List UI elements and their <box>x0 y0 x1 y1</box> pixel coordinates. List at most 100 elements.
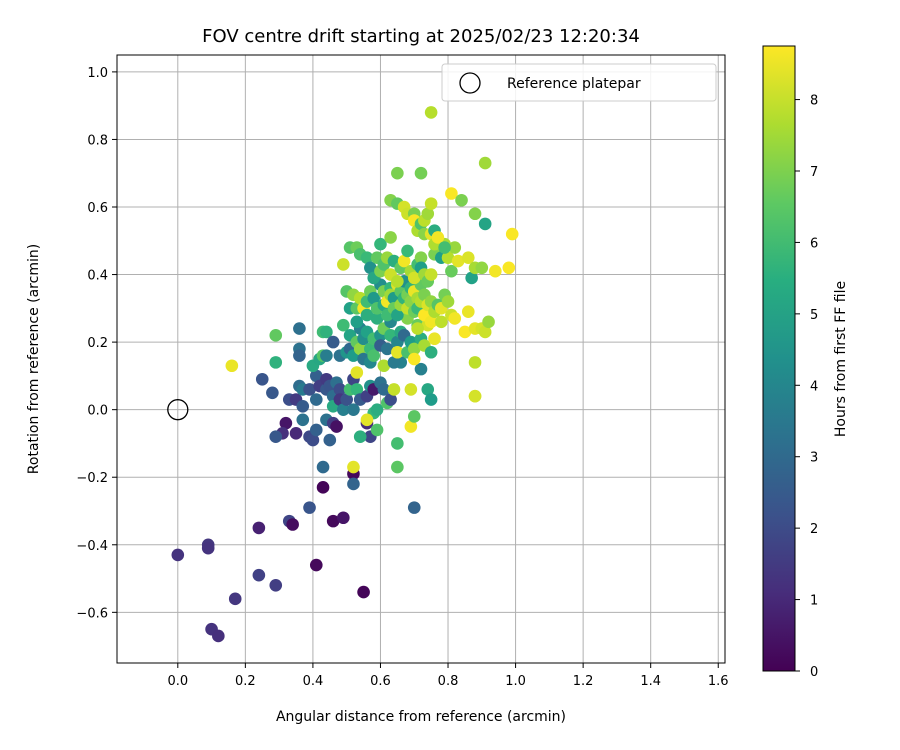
colorbar-tick-label: 2 <box>810 522 818 537</box>
data-point <box>401 244 414 258</box>
data-point <box>404 420 418 433</box>
data-point <box>350 366 364 379</box>
data-point <box>391 345 404 359</box>
legend-box <box>441 63 717 102</box>
x-axis-ticks: 0.0 0.2 0.4 0.6 0.8 1.0 1.2 1.4 1.6 <box>167 663 729 689</box>
data-point <box>353 430 367 443</box>
data-point <box>478 156 492 170</box>
colorbar-label: Hours from first FF file <box>833 281 849 437</box>
data-point <box>407 501 421 514</box>
data-point <box>391 460 404 474</box>
data-point <box>434 315 448 329</box>
data-point <box>478 217 492 231</box>
y-tick-label: −0.2 <box>76 471 108 486</box>
data-point <box>269 329 283 342</box>
data-point <box>384 393 397 406</box>
data-points <box>171 106 519 643</box>
data-point <box>330 420 343 433</box>
data-point <box>451 254 465 268</box>
data-point <box>397 254 411 268</box>
data-point <box>269 430 283 443</box>
x-tick-label: 1.4 <box>640 674 661 689</box>
reference-marker-group <box>167 399 189 421</box>
data-point <box>424 268 438 281</box>
data-point <box>286 518 299 531</box>
y-tick-label: 0.8 <box>87 133 108 148</box>
data-point <box>266 386 279 400</box>
x-tick-label: 1.0 <box>505 674 526 689</box>
data-point <box>350 315 364 329</box>
data-point <box>337 318 350 332</box>
x-tick-label: 0.6 <box>370 674 391 689</box>
y-tick-label: 0.4 <box>87 269 108 284</box>
reference-platepar-marker <box>167 399 189 421</box>
data-point <box>455 193 468 207</box>
data-point <box>465 271 478 285</box>
data-point <box>461 305 475 319</box>
data-point <box>384 231 397 244</box>
data-point <box>424 345 438 359</box>
data-point <box>309 393 323 406</box>
colorbar-tick-label: 8 <box>810 94 818 109</box>
data-point <box>357 585 370 599</box>
data-point <box>448 312 462 325</box>
data-point <box>255 372 269 386</box>
data-point <box>316 460 330 474</box>
data-point <box>201 541 215 555</box>
data-point <box>380 342 394 356</box>
x-tick-label: 0.0 <box>167 674 188 689</box>
data-point <box>225 359 239 373</box>
x-tick-label: 0.2 <box>235 674 256 689</box>
data-point <box>296 413 310 427</box>
data-point <box>364 261 377 275</box>
data-point <box>407 271 421 285</box>
data-point <box>489 264 502 278</box>
data-point <box>445 264 458 278</box>
data-point <box>407 352 421 366</box>
y-tick-label: −0.6 <box>76 606 108 621</box>
data-point <box>411 322 424 335</box>
data-point <box>475 261 489 275</box>
data-point <box>337 258 350 271</box>
data-point <box>303 383 316 396</box>
data-point <box>333 383 347 396</box>
data-point <box>367 349 381 362</box>
y-tick-label: 1.0 <box>87 66 108 81</box>
data-point <box>428 332 441 346</box>
data-point <box>421 383 435 396</box>
x-tick-label: 1.6 <box>708 674 729 689</box>
data-point <box>367 291 381 305</box>
data-point <box>337 511 350 525</box>
data-point <box>370 423 384 437</box>
data-point <box>441 295 455 308</box>
data-point <box>289 427 303 440</box>
data-point <box>505 227 519 241</box>
data-point <box>347 403 360 416</box>
data-point <box>340 393 353 406</box>
data-point <box>269 356 283 369</box>
data-point <box>228 592 242 606</box>
data-point <box>468 389 482 403</box>
colorbar-tick-label: 6 <box>810 236 818 251</box>
legend-entry-reference: Reference platepar <box>507 76 641 92</box>
data-point <box>414 166 428 180</box>
data-point <box>323 433 337 447</box>
data-point <box>431 231 445 244</box>
colorbar-tick-label: 0 <box>810 665 818 680</box>
x-axis-label: Angular distance from reference (arcmin) <box>276 709 566 725</box>
data-point <box>360 413 374 427</box>
data-point <box>377 359 391 373</box>
colorbar-ticks: 0 1 2 3 4 5 6 7 8 <box>795 94 818 680</box>
y-tick-label: 0.0 <box>87 404 108 419</box>
data-point <box>374 237 387 251</box>
data-point <box>306 433 320 447</box>
data-point <box>441 251 455 264</box>
data-point <box>309 369 323 383</box>
legend: Reference platepar <box>441 63 717 102</box>
y-tick-label: 0.2 <box>87 336 108 351</box>
data-point <box>448 241 462 254</box>
data-point <box>391 166 404 180</box>
data-point <box>424 315 438 329</box>
data-point <box>252 568 266 582</box>
